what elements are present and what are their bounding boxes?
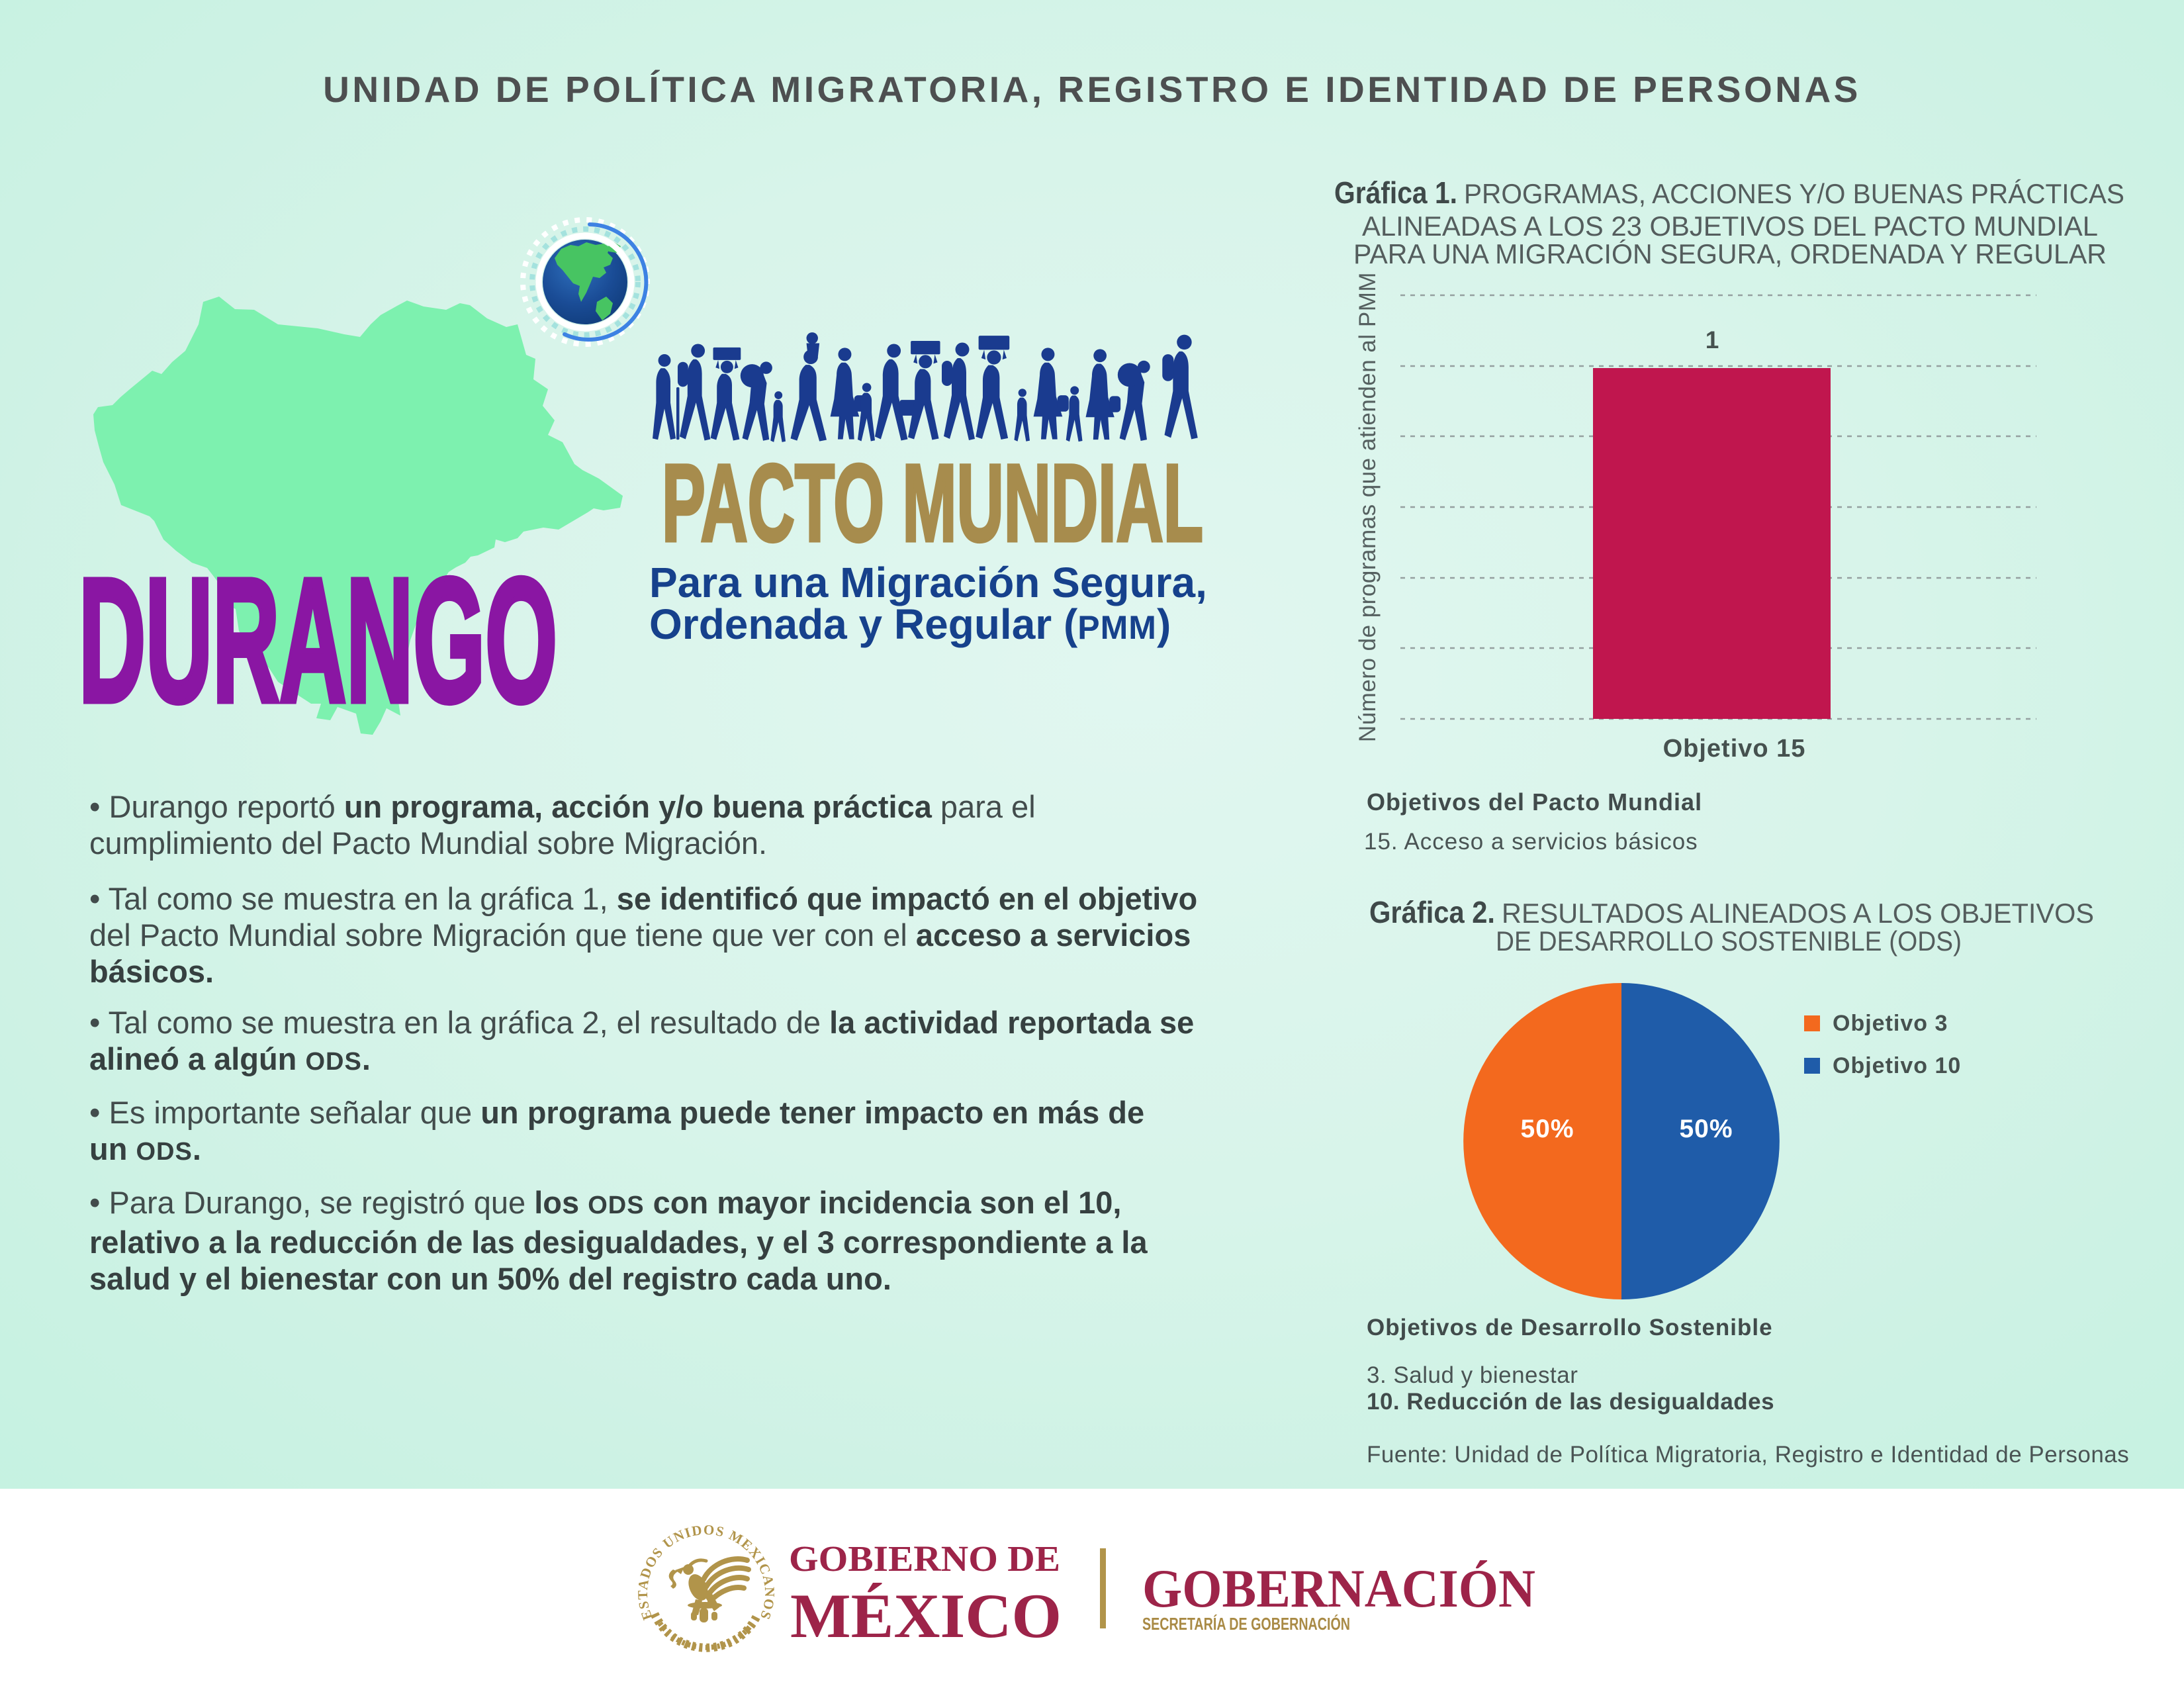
svg-text:SECRETARÍA DE GOBERNACIÓN: SECRETARÍA DE GOBERNACIÓN bbox=[1142, 1614, 1350, 1634]
svg-text:ALINEADAS A LOS 23 OBJETIVOS D: ALINEADAS A LOS 23 OBJETIVOS DEL PACTO M… bbox=[1362, 211, 2098, 242]
svg-text:GOBERNACIÓN: GOBERNACIÓN bbox=[1142, 1558, 1535, 1618]
svg-text:GOBIERNO DE: GOBIERNO DE bbox=[789, 1538, 1060, 1579]
svg-text:PARA UNA MIGRACIÓN SEGURA, ORD: PARA UNA MIGRACIÓN SEGURA, ORDENADA Y RE… bbox=[1353, 238, 2107, 269]
svg-text:DE DESARROLLO SOSTENIBLE (ODS): DE DESARROLLO SOSTENIBLE (ODS) bbox=[1496, 925, 1962, 957]
svg-text:RESULTADOS ALINEADOS A LOS OBJ: RESULTADOS ALINEADOS A LOS OBJETIVOS bbox=[1502, 898, 2094, 929]
svg-text:Gráfica 2.: Gráfica 2. bbox=[1369, 895, 1495, 929]
svg-text:Número de programas que atiend: Número de programas que atienden al PMM bbox=[1355, 272, 1381, 742]
svg-text:PACTO MUNDIAL: PACTO MUNDIAL bbox=[662, 442, 1203, 565]
svg-text:DURANGO: DURANGO bbox=[79, 542, 557, 739]
svg-text:MÉXICO: MÉXICO bbox=[790, 1581, 1062, 1651]
svg-text:Gráfica 1.: Gráfica 1. bbox=[1334, 175, 1457, 210]
svg-text:PROGRAMAS, ACCIONES Y/O BUENAS: PROGRAMAS, ACCIONES Y/O BUENAS PRÁCTICAS bbox=[1464, 178, 2124, 209]
